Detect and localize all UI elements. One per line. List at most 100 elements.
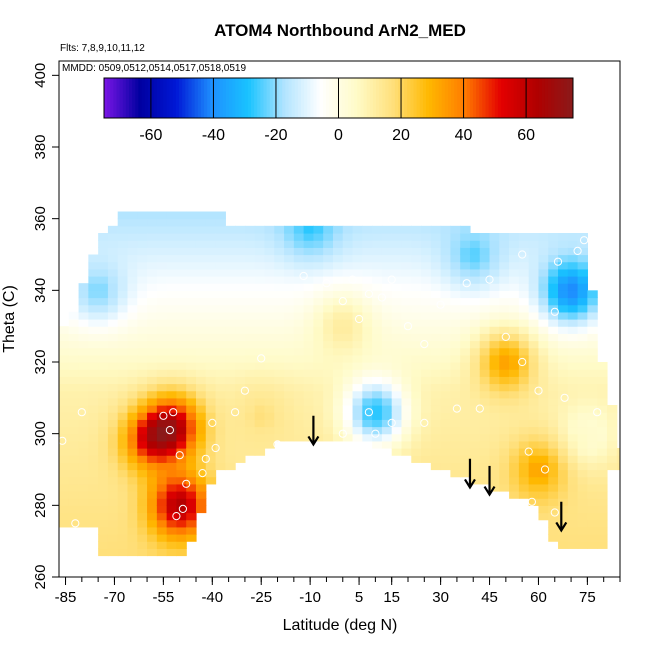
heatmap-cell xyxy=(176,276,187,284)
colorbar-cell xyxy=(138,78,143,118)
heatmap-cell xyxy=(166,455,178,463)
x-tick-label: 75 xyxy=(579,589,596,606)
heatmap-cell xyxy=(587,433,598,442)
colorbar-cell xyxy=(426,78,430,118)
heatmap-cell xyxy=(88,440,99,449)
heatmap-cell xyxy=(156,276,168,284)
heatmap-cell xyxy=(293,254,305,263)
heatmap-cell xyxy=(391,397,403,406)
heatmap-cell xyxy=(479,247,491,256)
heatmap-cell xyxy=(372,268,383,277)
heatmap-cell xyxy=(78,505,89,514)
heatmap-cell xyxy=(244,261,256,270)
heatmap-cell xyxy=(479,376,491,385)
heatmap-cell xyxy=(577,276,588,284)
heatmap-cell xyxy=(421,440,432,449)
heatmap-cell xyxy=(274,304,285,313)
heatmap-cell xyxy=(293,297,305,306)
heatmap-cell xyxy=(577,519,588,528)
heatmap-cell xyxy=(489,433,500,442)
heatmap-cell xyxy=(98,526,109,535)
heatmap-cell xyxy=(205,218,217,227)
heatmap-cell xyxy=(156,233,168,241)
heatmap-cell xyxy=(88,354,99,363)
heatmap-cell xyxy=(195,254,207,263)
heatmap-cell xyxy=(469,304,481,313)
heatmap-cell xyxy=(499,483,510,492)
heatmap-cell xyxy=(98,362,109,370)
heatmap-cell xyxy=(284,362,295,370)
heatmap-cell xyxy=(254,326,266,334)
heatmap-cell xyxy=(430,333,442,342)
heatmap-cell xyxy=(264,283,275,291)
heatmap-cell xyxy=(411,240,422,248)
heatmap-cell xyxy=(479,254,491,263)
heatmap-cell xyxy=(323,354,334,363)
heatmap-cell xyxy=(499,311,510,320)
heatmap-cell xyxy=(421,297,432,306)
heatmap-cell xyxy=(313,311,324,320)
heatmap-cell xyxy=(205,405,217,413)
heatmap-cell xyxy=(440,455,451,463)
heatmap-cell xyxy=(98,311,109,320)
heatmap-cell xyxy=(332,333,344,342)
heatmap-cell xyxy=(98,326,109,334)
heatmap-cell xyxy=(401,240,412,248)
heatmap-cell xyxy=(78,304,89,313)
heatmap-cell xyxy=(430,254,442,263)
heatmap-cell xyxy=(489,311,500,320)
sample-point xyxy=(172,512,181,521)
heatmap-cell xyxy=(430,225,442,234)
heatmap-cell xyxy=(499,405,510,413)
heatmap-cell xyxy=(518,426,530,435)
heatmap-cell xyxy=(156,548,168,557)
sample-point xyxy=(550,508,559,517)
heatmap-cell xyxy=(176,340,187,349)
heatmap-cell xyxy=(205,247,217,256)
heatmap-cell xyxy=(244,376,256,385)
heatmap-cell xyxy=(98,333,109,342)
heatmap-cell xyxy=(528,347,540,356)
heatmap-cell xyxy=(176,369,187,377)
heatmap-cell xyxy=(88,311,99,320)
heatmap-cell xyxy=(460,233,471,241)
heatmap-cell xyxy=(567,383,579,392)
x-axis: -85 -70 -55 -40 -25 -10 5 15 30 45 60 75 xyxy=(55,577,621,606)
heatmap-cell xyxy=(558,347,569,356)
heatmap-cell xyxy=(98,397,109,406)
heatmap-cell xyxy=(264,340,275,349)
heatmap-cell xyxy=(98,354,109,363)
sample-point xyxy=(518,357,527,367)
heatmap-cell xyxy=(195,426,207,435)
heatmap-cell xyxy=(479,433,491,442)
heatmap-cell xyxy=(293,369,305,377)
heatmap-cell xyxy=(509,254,520,263)
colorbar-tick-label: 60 xyxy=(517,127,535,144)
heatmap-cell xyxy=(528,254,540,263)
heatmap-cell xyxy=(293,333,305,342)
heatmap-cell xyxy=(284,369,295,377)
heatmap-cell xyxy=(509,261,520,270)
heatmap-cell xyxy=(421,304,432,313)
sample-point xyxy=(59,436,67,445)
heatmap-cell xyxy=(205,276,217,284)
heatmap-cell xyxy=(489,469,500,478)
heatmap-cell xyxy=(137,512,148,521)
heatmap-cell xyxy=(293,268,305,277)
heatmap-cell xyxy=(401,354,412,363)
heatmap-cell xyxy=(166,526,178,535)
heatmap-cell xyxy=(567,534,579,542)
heatmap-cell xyxy=(430,290,442,299)
heatmap-cell xyxy=(440,333,451,342)
heatmap-cell xyxy=(548,526,559,535)
colorbar-cell xyxy=(304,78,308,118)
heatmap-cell xyxy=(518,297,530,306)
heatmap-cell xyxy=(293,433,305,442)
heatmap-cell xyxy=(362,347,373,356)
heatmap-cell xyxy=(518,283,530,291)
heatmap-cell xyxy=(186,483,197,492)
heatmap-cell xyxy=(509,311,520,320)
heatmap-cell xyxy=(362,362,373,370)
heatmap-cell xyxy=(479,319,491,327)
heatmap-cell xyxy=(528,326,540,334)
